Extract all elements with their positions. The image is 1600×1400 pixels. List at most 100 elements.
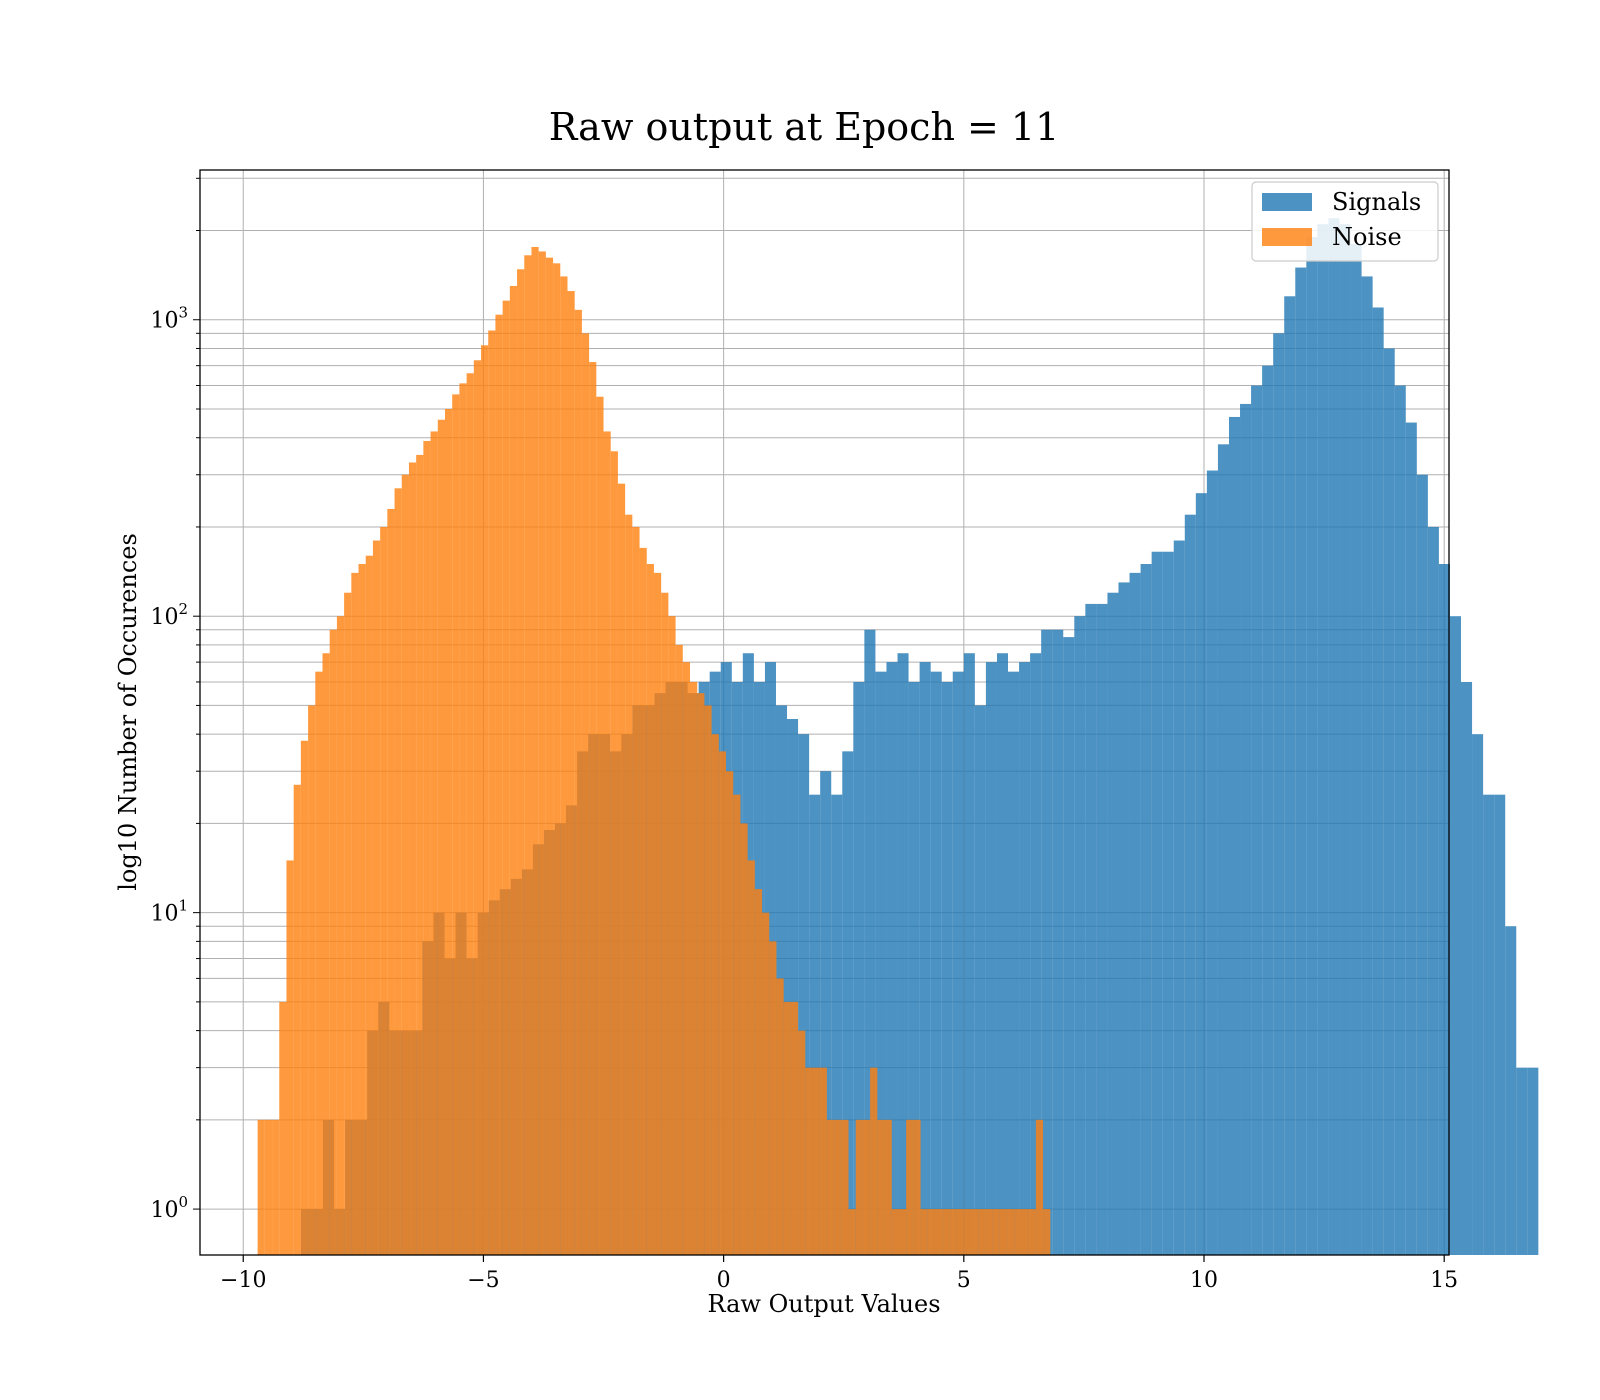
bar-noise xyxy=(798,1030,806,1255)
bar-noise xyxy=(401,474,409,1256)
bar-noise xyxy=(596,396,604,1255)
bar-noise xyxy=(351,572,359,1255)
bar-noise xyxy=(639,547,647,1255)
bar-noise xyxy=(272,1119,280,1255)
bar-noise xyxy=(473,360,482,1255)
bar-signals xyxy=(1361,276,1373,1255)
bar-signals xyxy=(1494,794,1506,1255)
bar-noise xyxy=(372,540,381,1255)
bar-noise xyxy=(855,1119,863,1255)
bar-signals xyxy=(1328,218,1340,1256)
bar-noise xyxy=(1028,1209,1036,1255)
bar-noise xyxy=(380,526,388,1255)
bar-noise xyxy=(653,572,662,1255)
bar-noise xyxy=(783,1001,791,1255)
bar-noise xyxy=(329,629,337,1255)
bar-noise xyxy=(697,693,705,1255)
legend-label-noise: Noise xyxy=(1332,223,1402,251)
bar-noise xyxy=(531,246,539,1255)
bar-signals xyxy=(1063,637,1075,1255)
bar-noise xyxy=(344,592,352,1255)
bar-noise xyxy=(279,1001,287,1255)
x-tick-label: 5 xyxy=(957,1268,971,1293)
bar-signals xyxy=(1251,385,1263,1256)
bar-signals xyxy=(1151,551,1163,1255)
bar-noise xyxy=(971,1209,979,1255)
bar-noise xyxy=(733,794,741,1255)
bar-noise xyxy=(963,1209,972,1255)
bar-noise xyxy=(322,653,330,1255)
bar-noise xyxy=(819,1067,827,1255)
x-tick-label: −5 xyxy=(467,1268,499,1293)
bar-noise xyxy=(985,1209,993,1255)
x-tick-label: 0 xyxy=(717,1268,731,1293)
bar-noise xyxy=(790,1001,799,1255)
bar-signals xyxy=(952,671,964,1255)
bar-noise xyxy=(416,454,424,1255)
bar-noise xyxy=(747,860,755,1255)
bar-signals xyxy=(1527,1067,1539,1255)
bar-noise xyxy=(978,1209,986,1255)
bar-signals xyxy=(1030,653,1042,1255)
bar-noise xyxy=(581,333,590,1256)
bar-noise xyxy=(920,1209,928,1255)
bar-signals xyxy=(1206,470,1218,1255)
bar-signals xyxy=(1483,794,1495,1255)
bar-noise xyxy=(567,291,575,1255)
bar-signals xyxy=(1140,563,1152,1255)
bar-noise xyxy=(560,276,568,1255)
bar-signals xyxy=(996,653,1009,1255)
bar-signals xyxy=(1405,422,1417,1255)
bar-signals xyxy=(787,718,799,1255)
bar-signals xyxy=(1041,629,1053,1255)
bar-signals xyxy=(1394,385,1406,1256)
bar-noise xyxy=(524,255,532,1255)
bar-noise xyxy=(805,1067,813,1255)
bar-noise xyxy=(1007,1209,1015,1255)
bar-signals xyxy=(820,771,832,1255)
bar-noise xyxy=(394,488,402,1255)
bar-noise xyxy=(538,251,546,1255)
bar-noise xyxy=(444,408,453,1255)
bar-noise xyxy=(495,314,503,1255)
bar-signals xyxy=(1074,616,1086,1255)
histogram-bars xyxy=(257,218,1539,1256)
bar-noise xyxy=(1014,1209,1022,1255)
bar-noise xyxy=(589,362,597,1256)
bar-signals xyxy=(974,705,986,1255)
bar-noise xyxy=(603,431,611,1255)
bar-signals xyxy=(875,671,887,1255)
bar-noise xyxy=(300,740,309,1255)
bar-signals xyxy=(963,653,975,1255)
bar-noise xyxy=(481,345,489,1255)
bar-signals xyxy=(1096,603,1108,1255)
legend-swatch-signals xyxy=(1262,193,1312,211)
bar-noise xyxy=(1043,1209,1051,1255)
bar-signals xyxy=(941,681,953,1255)
bar-signals xyxy=(919,662,931,1255)
bar-noise xyxy=(949,1209,957,1255)
bar-signals xyxy=(1317,224,1329,1256)
bar-signals xyxy=(1173,540,1185,1255)
bar-noise xyxy=(574,309,582,1256)
bar-noise xyxy=(668,616,676,1255)
bar-noise xyxy=(682,662,690,1255)
bar-noise xyxy=(689,681,698,1255)
bar-signals xyxy=(1118,582,1130,1255)
bar-noise xyxy=(610,451,618,1255)
bar-signals xyxy=(985,662,997,1255)
bar-noise xyxy=(754,889,763,1255)
bar-noise xyxy=(877,1119,885,1255)
bar-signals xyxy=(1184,514,1196,1255)
bar-noise xyxy=(934,1209,943,1255)
bar-signals xyxy=(1129,572,1141,1255)
bar-signals xyxy=(1339,224,1351,1256)
bar-noise xyxy=(365,555,373,1255)
bar-noise xyxy=(488,330,496,1255)
bar-signals xyxy=(798,734,810,1255)
bar-noise xyxy=(423,440,431,1256)
bar-signals xyxy=(1383,348,1395,1255)
bar-noise xyxy=(437,419,445,1255)
bar-signals xyxy=(1449,616,1462,1255)
bar-noise xyxy=(776,978,784,1255)
